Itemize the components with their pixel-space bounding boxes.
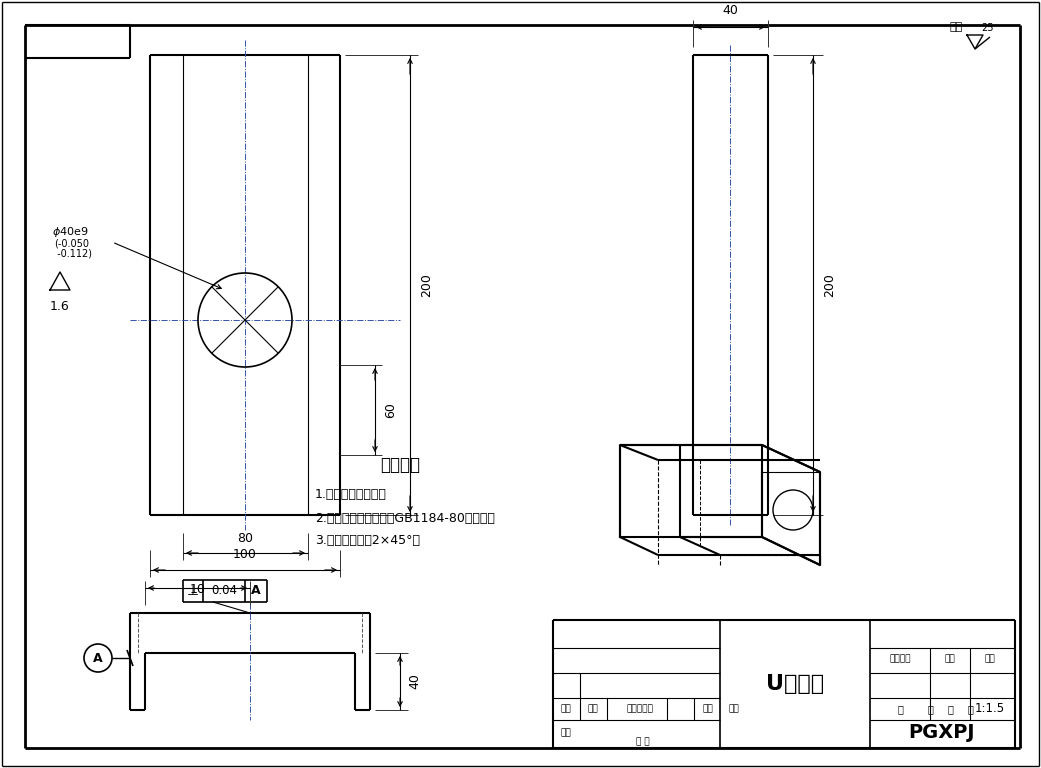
Text: 25: 25 <box>981 23 993 33</box>
Text: 日 期: 日 期 <box>636 737 650 746</box>
Text: 1.零件去除氧化皮。: 1.零件去除氧化皮。 <box>315 488 387 502</box>
Text: A: A <box>94 651 103 664</box>
Text: 更改文件号: 更改文件号 <box>627 704 654 713</box>
Text: 设计: 设计 <box>561 729 572 737</box>
Text: $\phi$40e9: $\phi$40e9 <box>52 225 88 239</box>
Text: 40: 40 <box>722 4 738 17</box>
Text: 第: 第 <box>947 704 953 714</box>
Text: A: A <box>251 584 261 598</box>
Text: 10: 10 <box>189 583 205 596</box>
Text: 重量: 重量 <box>944 654 956 664</box>
Text: 处数: 处数 <box>587 704 599 713</box>
Text: (-0.050: (-0.050 <box>54 238 88 248</box>
Text: 标记: 标记 <box>561 704 572 713</box>
Text: 60: 60 <box>384 402 397 418</box>
Text: -0.112): -0.112) <box>54 248 92 258</box>
Text: 200: 200 <box>420 273 433 297</box>
Text: 技术要求: 技术要求 <box>380 456 420 474</box>
Text: 全郥: 全郥 <box>949 22 963 32</box>
Text: ⊥: ⊥ <box>187 584 199 598</box>
Text: 40: 40 <box>408 674 421 690</box>
Text: 0.04: 0.04 <box>211 584 237 598</box>
Text: 1.6: 1.6 <box>50 300 70 313</box>
Text: 100: 100 <box>233 548 257 561</box>
Text: 签字: 签字 <box>703 704 713 713</box>
Text: 比例: 比例 <box>985 654 995 664</box>
Text: 日期: 日期 <box>729 704 739 713</box>
Text: 1:1.5: 1:1.5 <box>975 703 1005 716</box>
Text: 200: 200 <box>823 273 836 297</box>
Text: 共: 共 <box>897 704 903 714</box>
Text: 2.未注形状公差应符合GB1184-80的要求。: 2.未注形状公差应符合GB1184-80的要求。 <box>315 511 494 525</box>
Text: U型支架: U型支架 <box>766 674 824 694</box>
Text: 图样标记: 图样标记 <box>889 654 911 664</box>
Text: 3.未注倒角均为2×45°。: 3.未注倒角均为2×45°。 <box>315 535 420 548</box>
Text: 80: 80 <box>237 532 254 545</box>
Text: 页: 页 <box>928 704 933 714</box>
Text: PGXPJ: PGXPJ <box>909 723 975 743</box>
Text: 页: 页 <box>967 704 973 714</box>
